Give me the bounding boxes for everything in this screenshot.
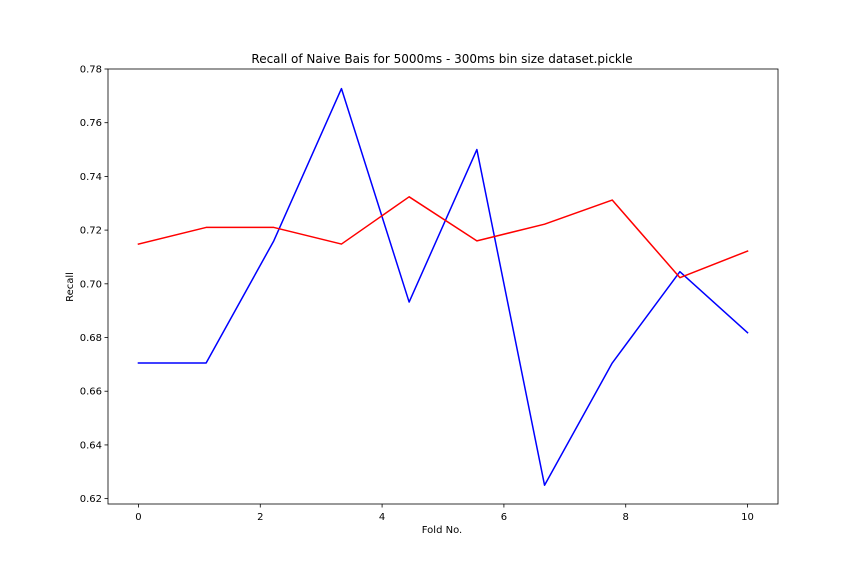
y-tick-label: 0.74 [80,172,102,183]
x-tick-label: 0 [135,512,141,523]
y-tick-label: 0.78 [80,65,102,76]
plot-area [137,87,749,486]
x-tick-label: 8 [623,512,629,523]
axes: 0 2 4 6 8 10 0.62 0.64 0.66 0.68 0.70 0.72 0.74 0.76 0… [80,65,779,523]
x-axis-label: Fold No. [422,525,462,536]
y-axis-label: Recall [65,272,76,302]
x-tick-label: 4 [379,512,385,523]
y-tick-label: 0.76 [80,118,102,129]
x-tick-label: 10 [741,512,754,523]
y-tick-label: 0.70 [80,279,102,290]
y-tick-label: 0.66 [80,387,102,398]
y-tick-label: 0.68 [80,333,102,344]
series-line-0 [137,87,749,486]
y-tick-label: 0.62 [80,494,102,505]
series-line-1 [137,196,749,279]
chart-title: Recall of Naive Bais for 5000ms - 300ms … [251,52,632,66]
x-tick-label: 6 [501,512,507,523]
axes-frame [107,68,779,505]
y-tick-label: 0.72 [80,226,102,237]
y-tick-label: 0.64 [80,440,102,451]
x-tick-label: 2 [257,512,263,523]
